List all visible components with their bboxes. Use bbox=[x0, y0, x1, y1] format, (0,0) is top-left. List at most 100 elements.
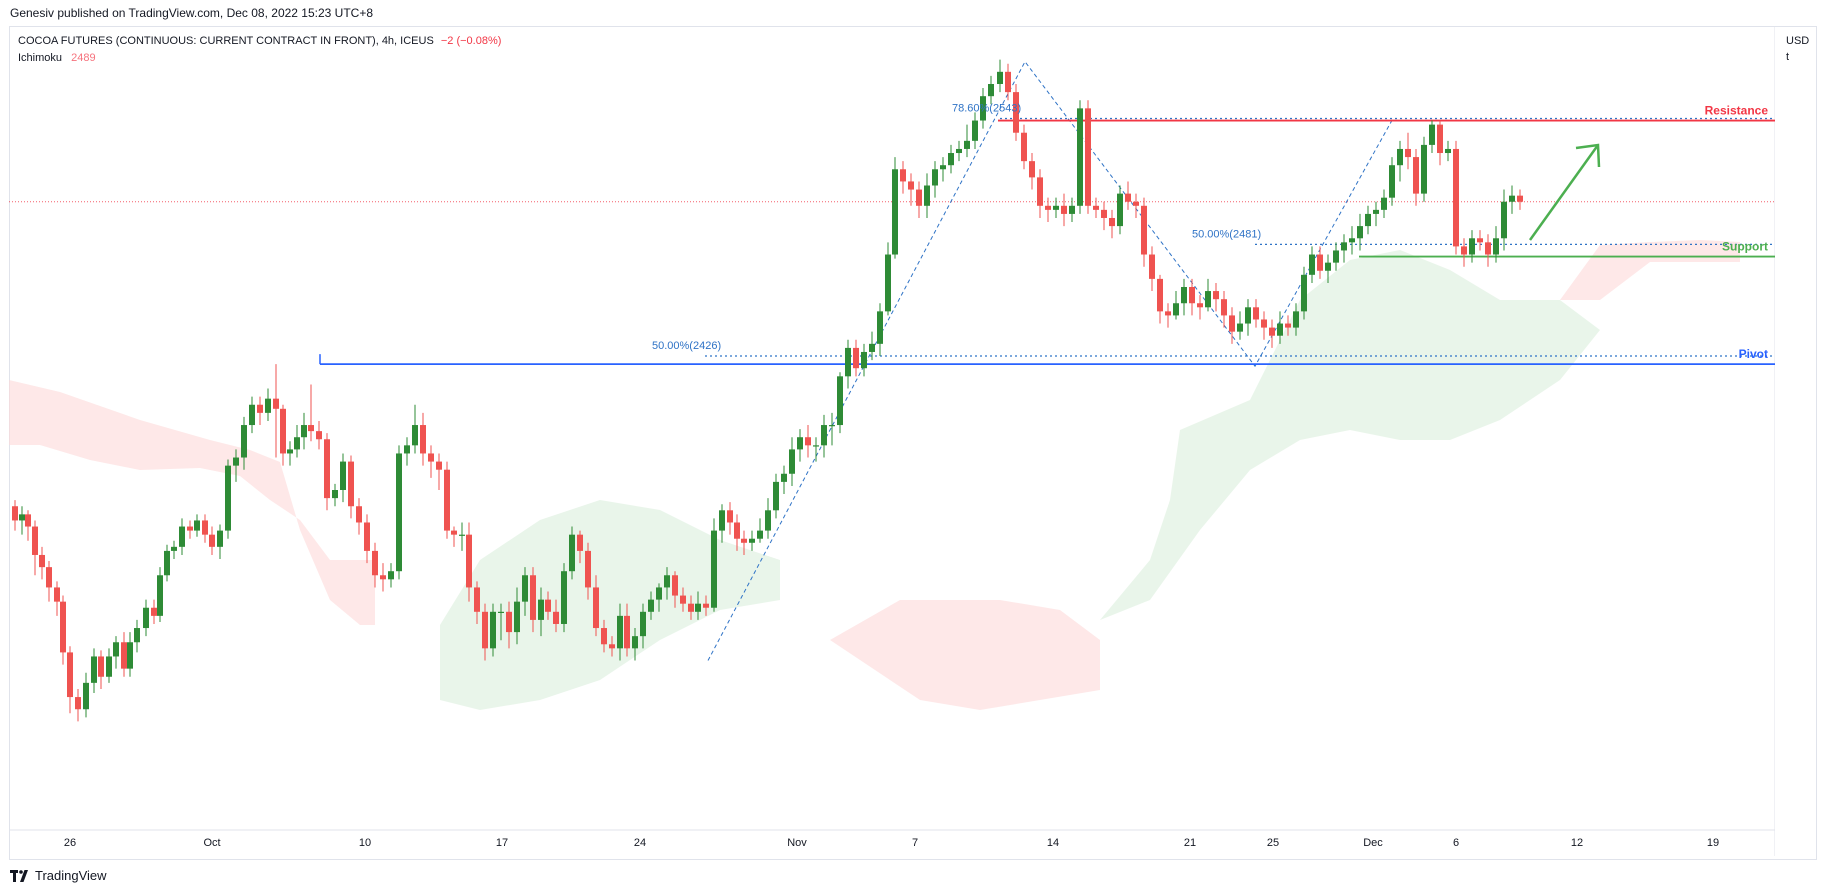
candle bbox=[585, 542, 591, 600]
candle bbox=[948, 144, 954, 174]
level-name-resistance: Resistance bbox=[1705, 104, 1769, 118]
candle bbox=[388, 563, 394, 588]
candle bbox=[32, 520, 38, 576]
candle-body bbox=[1445, 148, 1451, 154]
candle-body bbox=[1293, 311, 1299, 328]
candle bbox=[900, 161, 906, 194]
candle-body bbox=[609, 644, 615, 649]
candle-body bbox=[280, 408, 286, 454]
candle-body bbox=[719, 510, 725, 531]
candle bbox=[1213, 282, 1219, 312]
candle-body bbox=[664, 575, 670, 588]
candle bbox=[640, 603, 646, 649]
candle-body bbox=[1061, 205, 1067, 214]
candle bbox=[113, 636, 119, 669]
candle-body bbox=[1229, 315, 1235, 332]
symbol-legend[interactable]: COCOA FUTURES (CONTINUOUS: CURRENT CONTR… bbox=[18, 35, 501, 47]
footer-brand: TradingView bbox=[35, 868, 107, 883]
candle bbox=[1397, 140, 1403, 182]
candle-body bbox=[1389, 165, 1395, 198]
candle bbox=[538, 587, 544, 637]
candle-body bbox=[372, 550, 378, 576]
candle bbox=[727, 502, 733, 535]
candle-body bbox=[113, 642, 119, 657]
candle-body bbox=[265, 398, 271, 413]
candle bbox=[1285, 315, 1291, 336]
candle-body bbox=[1133, 201, 1139, 206]
candle bbox=[522, 567, 528, 616]
candle-body bbox=[853, 347, 859, 369]
candle bbox=[530, 567, 536, 633]
candle bbox=[420, 412, 426, 466]
candle-body bbox=[1245, 307, 1251, 324]
candle-body bbox=[964, 140, 970, 149]
candle bbox=[1061, 193, 1067, 227]
candle-body bbox=[749, 538, 755, 543]
candle-body bbox=[514, 601, 520, 633]
price-chart[interactable]: 78.60%(2543) 50.00%(2481) 50.00%(2426) Resi… bbox=[9, 26, 1775, 856]
candle-body bbox=[711, 530, 717, 608]
candle-body bbox=[741, 538, 747, 543]
candle-body bbox=[1189, 287, 1195, 304]
candle bbox=[1053, 197, 1059, 218]
candle bbox=[1453, 140, 1459, 255]
candle-body bbox=[1325, 262, 1331, 271]
candle bbox=[506, 601, 512, 649]
candle-body bbox=[997, 71, 1003, 84]
candle-body bbox=[757, 530, 763, 539]
candle-body bbox=[545, 599, 551, 612]
candle-body bbox=[364, 522, 370, 551]
candle-body bbox=[217, 530, 223, 547]
candle bbox=[294, 425, 300, 458]
candle-body bbox=[233, 457, 239, 466]
candle-body bbox=[640, 611, 646, 637]
candle-body bbox=[1173, 303, 1179, 316]
candle-body bbox=[380, 575, 386, 580]
candle bbox=[428, 445, 434, 478]
candle-body bbox=[1413, 157, 1419, 194]
indicator-legend[interactable]: Ichimoku 2489 bbox=[18, 52, 96, 64]
time-tick-label: 12 bbox=[1571, 837, 1583, 849]
candle-body bbox=[121, 642, 127, 669]
candle-body bbox=[194, 520, 200, 531]
candle bbox=[632, 628, 638, 661]
candle bbox=[765, 498, 771, 539]
candle-body bbox=[67, 652, 73, 698]
candle-body bbox=[1165, 311, 1171, 316]
candle bbox=[257, 396, 263, 426]
candle bbox=[1189, 278, 1195, 316]
candle-body bbox=[1421, 144, 1427, 194]
candle-body bbox=[1197, 303, 1203, 308]
candle-body bbox=[829, 425, 835, 427]
candles bbox=[12, 59, 1523, 722]
candle-body bbox=[1309, 254, 1315, 275]
footer[interactable]: TradingView bbox=[10, 868, 107, 883]
candle-body bbox=[340, 461, 346, 490]
indicator-value: 2489 bbox=[71, 52, 96, 64]
time-tick-label: 19 bbox=[1707, 837, 1719, 849]
candle bbox=[789, 437, 795, 486]
candle bbox=[1069, 197, 1075, 223]
candle bbox=[553, 599, 559, 633]
candle bbox=[773, 473, 779, 519]
candle bbox=[1205, 278, 1211, 312]
candle bbox=[1245, 299, 1251, 336]
candle bbox=[813, 437, 819, 462]
candle-body bbox=[821, 425, 827, 446]
candle bbox=[482, 603, 488, 661]
candle bbox=[924, 173, 930, 218]
candle bbox=[1341, 234, 1347, 263]
candle bbox=[202, 514, 208, 543]
candle bbox=[1501, 189, 1507, 251]
candle bbox=[1253, 299, 1259, 328]
candle bbox=[157, 567, 163, 622]
candle-body bbox=[797, 437, 803, 450]
candle-body bbox=[1021, 132, 1027, 162]
candle-body bbox=[54, 587, 60, 602]
candle bbox=[997, 59, 1003, 93]
candle-body bbox=[1085, 108, 1091, 206]
candle bbox=[1317, 246, 1323, 279]
candle-body bbox=[1381, 197, 1387, 210]
candle bbox=[1493, 226, 1499, 263]
candle-body bbox=[287, 449, 293, 454]
